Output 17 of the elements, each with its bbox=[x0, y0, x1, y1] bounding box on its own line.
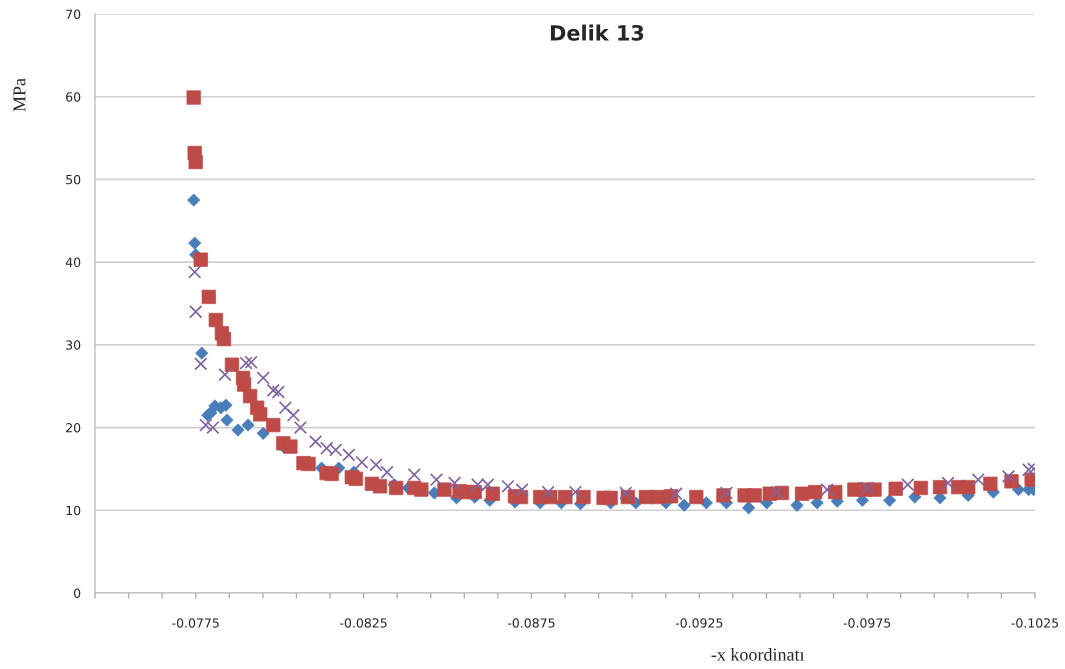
x-tick-label: -0.0775 bbox=[172, 618, 219, 628]
x-tick-label: -0.0875 bbox=[507, 618, 555, 628]
y-tick-label: 10 bbox=[66, 505, 81, 516]
x-tick-label: -0.1025 bbox=[1011, 618, 1059, 628]
y-tick-label: 60 bbox=[66, 92, 81, 102]
chart-title: Delik 13 bbox=[550, 24, 644, 41]
x-tick-label: -0.0825 bbox=[340, 618, 387, 628]
y-tick-label: 70 bbox=[66, 9, 81, 19]
y-tick-label: 40 bbox=[65, 257, 81, 268]
x-axis-title: -x koordinatı bbox=[711, 648, 805, 661]
y-tick-label: 0 bbox=[73, 588, 81, 598]
x-tick-label: -0.0925 bbox=[675, 618, 723, 628]
y-tick-label: 20 bbox=[66, 423, 81, 433]
y-tick-label: 30 bbox=[66, 340, 81, 350]
y-tick-label: 50 bbox=[66, 174, 81, 185]
x-tick-label: -0.0975 bbox=[843, 618, 891, 628]
y-axis-title: MPa bbox=[13, 78, 26, 112]
